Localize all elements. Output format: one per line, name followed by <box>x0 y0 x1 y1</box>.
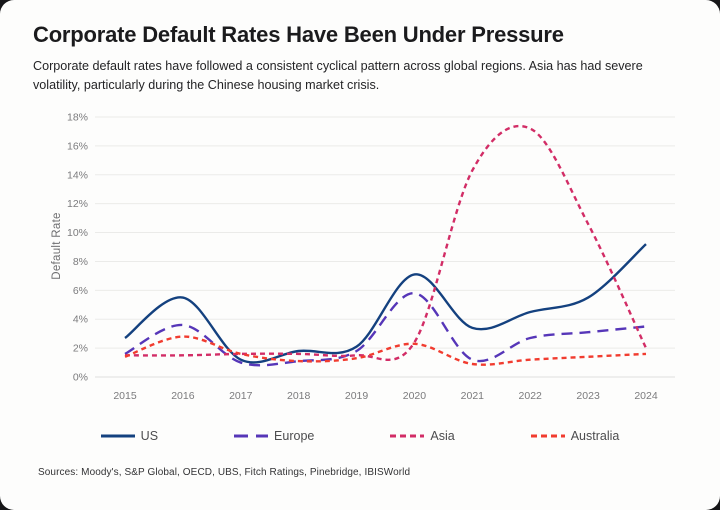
legend-item-australia: Australia <box>530 429 620 443</box>
series-line-australia <box>124 335 647 366</box>
y-tick-label: 8% <box>73 256 88 268</box>
x-tick-label: 2017 <box>229 390 253 402</box>
line-swatch-icon <box>390 434 425 438</box>
line-swatch-icon <box>100 434 135 438</box>
legend-item-europe: Europe <box>234 429 314 443</box>
y-tick-label: 2% <box>73 343 88 355</box>
series-line-europe <box>124 292 647 367</box>
series-line-us <box>124 243 647 364</box>
page-title: Corporate Default Rates Have Been Under … <box>33 22 564 47</box>
x-tick-label: 2021 <box>461 390 485 402</box>
y-tick-label: 6% <box>73 285 88 297</box>
y-axis-title: Default Rate <box>51 212 63 280</box>
x-tick-label: 2019 <box>345 390 369 402</box>
line-swatch-icon <box>234 434 269 438</box>
y-tick-label: 14% <box>67 169 88 181</box>
x-tick-label: 2018 <box>287 390 311 402</box>
legend-label: Asia <box>430 429 455 443</box>
y-tick-label: 0% <box>73 372 88 384</box>
x-tick-label: 2024 <box>634 390 658 402</box>
page-subtitle: Corporate default rates have followed a … <box>33 59 643 92</box>
x-tick-label: 2022 <box>519 390 543 402</box>
y-tick-label: 12% <box>67 198 88 210</box>
legend-item-asia: Asia <box>390 429 455 443</box>
x-tick-label: 2016 <box>171 390 195 402</box>
y-tick-label: 16% <box>67 140 88 152</box>
line-swatch-icon <box>530 434 565 438</box>
y-tick-label: 10% <box>67 227 88 239</box>
legend-item-us: US <box>100 429 159 443</box>
chart-legend: US Europe Asia Australia <box>0 429 720 443</box>
legend-label: Australia <box>570 429 620 443</box>
y-tick-label: 18% <box>67 112 88 124</box>
legend-label: US <box>140 429 159 443</box>
x-tick-label: 2020 <box>403 390 427 402</box>
sources-note: Sources: Moody's, S&P Global, OECD, UBS,… <box>38 467 411 478</box>
x-tick-label: 2023 <box>576 390 600 402</box>
legend-label: Europe <box>274 429 315 443</box>
x-tick-label: 2015 <box>113 390 137 402</box>
series-line-asia <box>124 124 648 361</box>
y-tick-label: 4% <box>73 314 88 326</box>
